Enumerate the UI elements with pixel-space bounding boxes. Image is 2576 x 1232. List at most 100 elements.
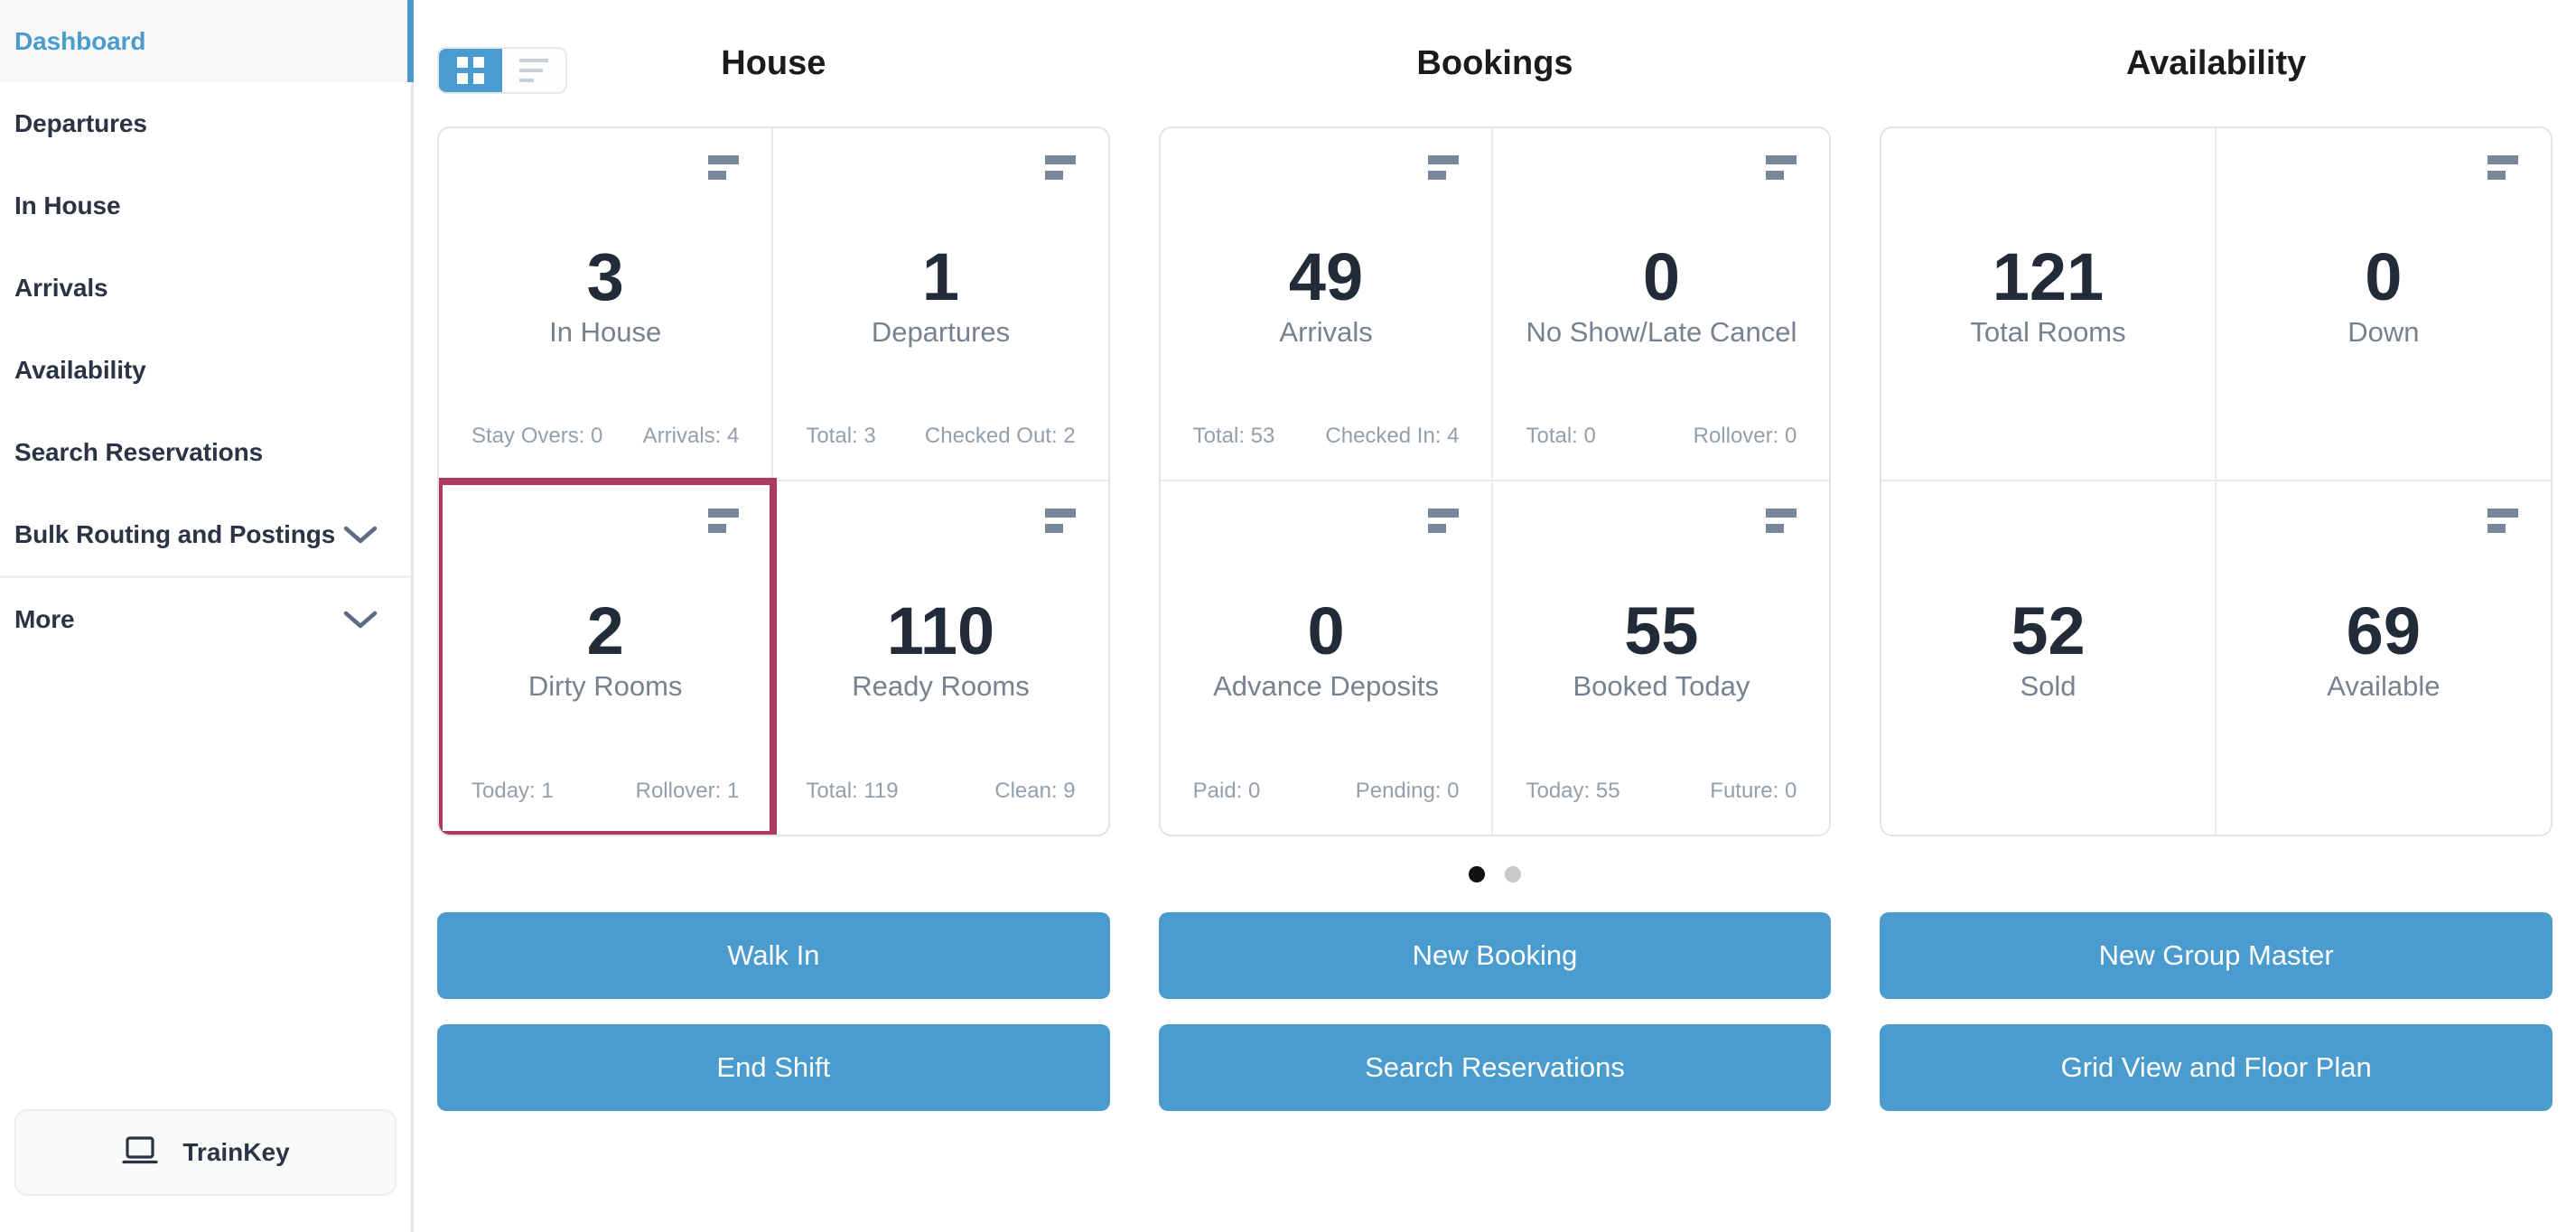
- stat-card-arrivals[interactable]: 49 Arrivals Total: 53 Checked In: 4: [1160, 128, 1494, 481]
- card-body: 2 Dirty Rooms: [471, 522, 739, 777]
- sidebar-item-in-house[interactable]: In House: [0, 164, 411, 247]
- sidebar-nav-list: Dashboard Departures In House Arrivals Avail…: [0, 0, 414, 660]
- card-menu-icon[interactable]: [708, 155, 740, 180]
- stat-card-dirty-rooms[interactable]: 2 Dirty Rooms Today: 1 Rollover: 1: [438, 478, 778, 835]
- card-body: 121 Total Rooms: [1914, 169, 2181, 422]
- sidebar-item-label: Availability: [14, 355, 146, 384]
- sidebar-footer: TrainKey: [0, 1109, 411, 1232]
- card-body: 55 Booked Today: [1526, 522, 1797, 777]
- stat-panels: 3 In House Stay Overs: 0 Arrivals: 4 1 Depart…: [437, 126, 2553, 836]
- pagination-dot-2[interactable]: [1505, 866, 1521, 882]
- card-menu-icon[interactable]: [1766, 509, 1797, 533]
- sidebar-item-arrivals[interactable]: Arrivals: [0, 247, 411, 329]
- card-footer-left: Today: 1: [471, 779, 554, 803]
- card-menu-icon[interactable]: [2487, 509, 2518, 533]
- card-body: 52 Sold: [1914, 522, 2181, 777]
- sidebar-item-bulk-routing-and-postings[interactable]: Bulk Routing and Postings: [0, 493, 411, 575]
- card-label: Down: [2347, 315, 2420, 348]
- sidebar-item-label: Dashboard: [14, 26, 146, 55]
- sidebar-divider: [0, 575, 411, 578]
- card-footer: Total: 53 Checked In: 4: [1193, 422, 1460, 449]
- card-label: Total Rooms: [1970, 315, 2126, 348]
- sidebar-item-dashboard[interactable]: Dashboard: [0, 0, 414, 82]
- action-button-end-shift[interactable]: End Shift: [437, 1024, 1110, 1111]
- stat-card-down[interactable]: 0 Down: [2216, 128, 2551, 481]
- card-footer-right: Rollover: 1: [635, 779, 740, 803]
- card-footer-left: Stay Overs: 0: [471, 424, 603, 448]
- stat-card-booked-today[interactable]: 55 Booked Today Today: 55 Future: 0: [1493, 481, 1830, 835]
- card-menu-icon[interactable]: [1766, 155, 1797, 180]
- action-button-grid-view-and-floor-plan[interactable]: Grid View and Floor Plan: [1880, 1024, 2553, 1111]
- laptop-icon: [121, 1135, 159, 1171]
- card-value: 49: [1288, 239, 1364, 315]
- card-body: 69 Available: [2249, 522, 2518, 777]
- card-body: 1 Departures: [806, 169, 1075, 422]
- list-view-button[interactable]: [502, 49, 565, 92]
- chevron-down-icon[interactable]: [341, 515, 380, 555]
- sidebar-item-more[interactable]: More: [0, 578, 411, 660]
- card-footer: Today: 55 Future: 0: [1526, 777, 1797, 804]
- action-button-walk-in[interactable]: Walk In: [437, 912, 1110, 999]
- action-button-new-booking[interactable]: New Booking: [1158, 912, 1832, 999]
- grid-view-icon: [457, 57, 484, 84]
- stat-card-total-rooms[interactable]: 121 Total Rooms: [1881, 128, 2217, 481]
- column-title-availability: Availability: [2126, 43, 2307, 82]
- card-panel-house: 3 In House Stay Overs: 0 Arrivals: 4 1 Depart…: [437, 126, 1110, 836]
- trainkey-button[interactable]: TrainKey: [14, 1109, 397, 1196]
- card-label: Dirty Rooms: [527, 669, 683, 702]
- card-label: Sold: [2020, 669, 2077, 702]
- card-label: Ready Rooms: [852, 669, 1030, 702]
- trainkey-label: TrainKey: [182, 1138, 290, 1166]
- column-title-house: House: [721, 43, 826, 82]
- card-value: 1: [921, 239, 960, 315]
- card-value: 0: [1642, 239, 1680, 315]
- card-body: 0 Down: [2249, 169, 2518, 422]
- stat-card-available[interactable]: 69 Available: [2216, 481, 2551, 835]
- card-menu-icon[interactable]: [1428, 509, 1460, 533]
- column-header-row: House Bookings Availability: [437, 0, 2553, 126]
- stat-card-advance-deposits[interactable]: 0 Advance Deposits Paid: 0 Pending: 0: [1160, 481, 1494, 835]
- card-menu-icon[interactable]: [708, 509, 740, 533]
- main-content: House Bookings Availability 3 In House Stay …: [414, 0, 2576, 1232]
- sidebar-item-departures[interactable]: Departures: [0, 82, 411, 164]
- sidebar-item-label: Arrivals: [14, 273, 108, 302]
- card-value: 2: [586, 593, 624, 669]
- card-footer-right: Arrivals: 4: [642, 424, 740, 448]
- sidebar-item-availability[interactable]: Availability: [0, 329, 411, 411]
- sidebar: Dashboard Departures In House Arrivals Avail…: [0, 0, 414, 1232]
- grid-view-button[interactable]: [439, 49, 502, 92]
- pagination: [437, 836, 2553, 912]
- card-menu-icon[interactable]: [2487, 155, 2518, 180]
- card-footer: Total: 3 Checked Out: 2: [806, 422, 1075, 449]
- card-menu-icon[interactable]: [1044, 155, 1076, 180]
- action-button-new-group-master[interactable]: New Group Master: [1880, 912, 2553, 999]
- card-footer-right: Pending: 0: [1355, 779, 1460, 803]
- card-footer-right: Clean: 9: [994, 779, 1076, 803]
- card-footer: Stay Overs: 0 Arrivals: 4: [471, 422, 739, 449]
- card-label: No Show/Late Cancel: [1526, 315, 1797, 348]
- stat-card-no-show-late-cancel[interactable]: 0 No Show/Late Cancel Total: 0 Rollover: 0: [1493, 128, 1830, 481]
- card-value: 0: [1307, 593, 1345, 669]
- pagination-dot-1[interactable]: [1469, 866, 1485, 882]
- action-button-search-reservations[interactable]: Search Reservations: [1158, 1024, 1832, 1111]
- chevron-down-icon[interactable]: [341, 600, 380, 639]
- card-footer-right: Checked Out: 2: [924, 424, 1076, 448]
- card-value: 52: [2011, 593, 2086, 669]
- card-menu-icon[interactable]: [1428, 155, 1460, 180]
- card-footer-left: Total: 0: [1526, 424, 1596, 448]
- stat-card-sold[interactable]: 52 Sold: [1881, 481, 2217, 835]
- stat-card-in-house[interactable]: 3 In House Stay Overs: 0 Arrivals: 4: [439, 128, 774, 481]
- card-footer-left: Total: 3: [806, 424, 876, 448]
- stat-card-ready-rooms[interactable]: 110 Ready Rooms Total: 119 Clean: 9: [773, 481, 1108, 835]
- sidebar-item-search-reservations[interactable]: Search Reservations: [0, 411, 411, 493]
- stat-card-departures[interactable]: 1 Departures Total: 3 Checked Out: 2: [773, 128, 1108, 481]
- card-body: 110 Ready Rooms: [806, 522, 1075, 777]
- sidebar-item-label: Bulk Routing and Postings: [14, 519, 336, 548]
- card-footer-left: Paid: 0: [1192, 779, 1261, 803]
- card-menu-icon[interactable]: [1044, 509, 1076, 533]
- card-footer-left: Total: 119: [806, 779, 899, 803]
- list-view-icon: [519, 59, 548, 82]
- sidebar-item-label: Search Reservations: [14, 437, 264, 466]
- card-label: Departures: [871, 315, 1011, 348]
